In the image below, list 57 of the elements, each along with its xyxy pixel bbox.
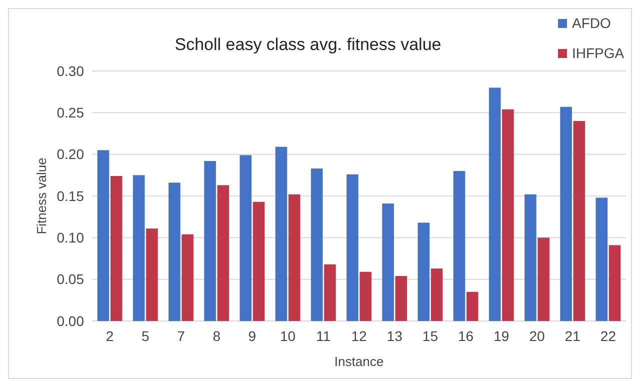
bar — [324, 264, 336, 321]
bar — [132, 175, 145, 321]
x-tick-label: 12 — [351, 328, 367, 344]
bar — [168, 182, 180, 321]
bar — [182, 234, 194, 321]
bar — [395, 276, 408, 321]
x-tick-label: 9 — [248, 328, 256, 344]
bar — [418, 222, 430, 321]
bar — [275, 146, 288, 321]
y-tick-label: 0.05 — [56, 271, 84, 288]
bar — [146, 228, 158, 321]
bar — [488, 88, 501, 321]
x-tick-label: 22 — [600, 328, 616, 344]
bar — [204, 161, 216, 321]
x-tick-label: 7 — [177, 328, 186, 344]
bar — [346, 174, 358, 321]
x-tick-label: 2 — [106, 328, 114, 344]
bar — [217, 185, 230, 321]
bar — [453, 171, 466, 321]
bar — [573, 121, 586, 321]
bar — [110, 176, 122, 321]
bar — [524, 194, 536, 321]
bar — [382, 204, 394, 321]
bar — [97, 150, 110, 321]
x-tick-label: 11 — [316, 328, 331, 344]
bar — [310, 168, 323, 321]
y-tick-label: 0.10 — [56, 230, 84, 246]
x-tick-label: 13 — [386, 328, 403, 344]
x-tick-label: 10 — [280, 328, 296, 344]
y-tick-label: 0.25 — [56, 104, 84, 121]
x-tick-label: 19 — [494, 328, 510, 344]
bar — [288, 194, 300, 321]
x-tick-label: 5 — [142, 328, 150, 344]
legend-label: AFDO — [572, 14, 611, 31]
bar — [608, 245, 621, 321]
bar — [502, 109, 514, 321]
legend-label: IHFPGA — [572, 44, 625, 61]
y-axis-title: Fitness value — [34, 158, 49, 234]
chart-title: Scholl easy class avg. fitness value — [174, 35, 442, 54]
bar — [560, 106, 572, 321]
bar — [466, 292, 478, 321]
bar — [538, 238, 550, 321]
y-tick-label: 0.30 — [56, 62, 84, 79]
bar — [430, 268, 443, 321]
x-tick-label: 16 — [458, 328, 474, 344]
bar — [360, 272, 372, 321]
bar — [596, 198, 608, 321]
y-tick-label: 0.15 — [56, 188, 84, 204]
x-tick-label: 8 — [212, 328, 221, 344]
x-tick-label: 15 — [422, 328, 438, 344]
bar — [240, 155, 252, 321]
x-axis-title: Instance — [334, 354, 384, 369]
y-tick-label: 0.00 — [56, 312, 84, 329]
y-tick-label: 0.20 — [56, 146, 84, 162]
bar — [252, 202, 265, 321]
x-tick-label: 20 — [529, 328, 545, 344]
x-tick-label: 21 — [564, 328, 581, 344]
